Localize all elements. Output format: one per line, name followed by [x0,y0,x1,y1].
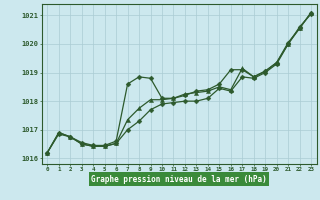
X-axis label: Graphe pression niveau de la mer (hPa): Graphe pression niveau de la mer (hPa) [91,175,267,184]
